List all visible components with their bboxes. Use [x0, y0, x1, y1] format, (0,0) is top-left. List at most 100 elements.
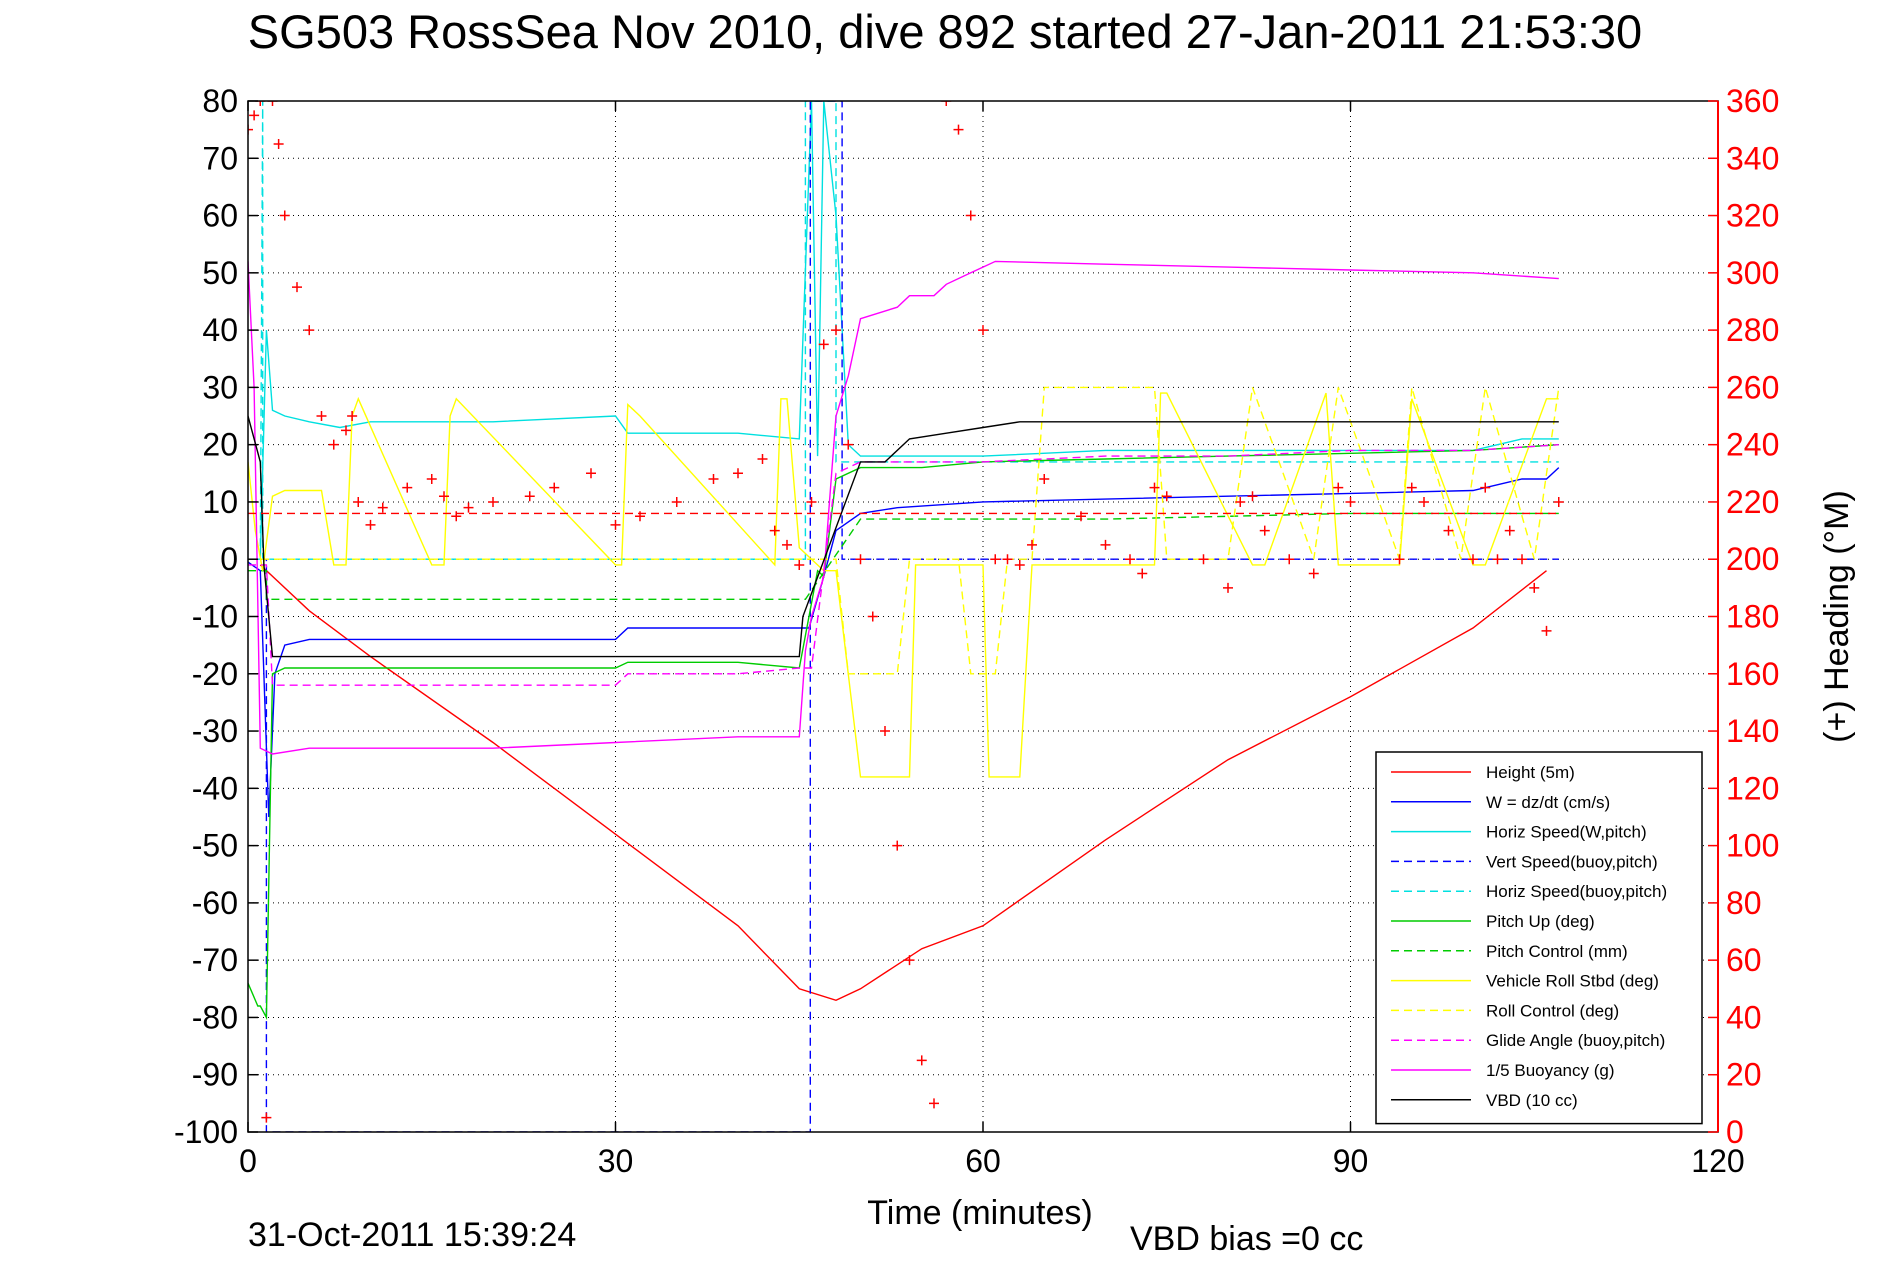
- heading-point: [255, 101, 266, 106]
- heading-point: [1443, 525, 1454, 536]
- series-group: [248, 101, 1564, 1132]
- heading-point: [292, 282, 302, 293]
- legend-box: [1375, 751, 1703, 1125]
- right-tick-label: 220: [1726, 484, 1779, 520]
- heading-point: [1247, 491, 1258, 502]
- heading-point: [1308, 568, 1319, 579]
- heading-point: [1492, 554, 1503, 565]
- legend-entry-label: 1/5 Buoyancy (g): [1486, 1061, 1615, 1080]
- x-tick-label: 0: [239, 1143, 257, 1179]
- heading-point: [769, 525, 780, 536]
- heading-point: [806, 496, 817, 507]
- y-tick-label: -50: [192, 828, 238, 864]
- right-tick-label: 300: [1726, 255, 1779, 291]
- legend-entry-label: Pitch Control (mm): [1486, 942, 1628, 961]
- heading-point: [1223, 582, 1233, 593]
- y-tick-label: -20: [192, 656, 238, 692]
- y-tick-label: 70: [202, 140, 238, 176]
- heading-point: [1137, 568, 1148, 579]
- heading-point: [1027, 539, 1037, 550]
- heading-point: [635, 511, 645, 522]
- heading-point: [1014, 559, 1025, 570]
- heading-point: [316, 411, 327, 422]
- heading-point: [880, 726, 890, 737]
- legend-entry-label: Height (5m): [1486, 763, 1575, 782]
- heading-point: [524, 491, 535, 502]
- y-tick-label: -10: [192, 599, 238, 635]
- y-tick-label: -40: [192, 770, 238, 806]
- heading-point: [463, 502, 474, 513]
- x-tick-label: 90: [1333, 1143, 1369, 1179]
- right-tick-label: 80: [1726, 885, 1762, 921]
- heading-point: [347, 411, 358, 422]
- heading-point: [978, 325, 988, 336]
- heading-point: [916, 1055, 927, 1066]
- heading-point: [353, 496, 364, 507]
- heading-point: [1125, 554, 1135, 565]
- series-layer: [248, 101, 1564, 1132]
- heading-point: [610, 519, 621, 530]
- heading-point: [439, 491, 449, 502]
- series-heading-m: [248, 101, 1564, 1123]
- y-tick-label: 40: [202, 312, 238, 348]
- heading-point: [341, 425, 351, 436]
- heading-point: [451, 511, 462, 522]
- right-tick-label: 40: [1726, 999, 1762, 1035]
- x-tick-label: 30: [598, 1143, 634, 1179]
- heading-point: [1333, 482, 1344, 493]
- heading-point: [818, 339, 829, 350]
- series-roll-control-deg: [248, 386, 1560, 675]
- heading-point: [1394, 554, 1405, 565]
- heading-point: [1345, 496, 1356, 507]
- heading-point: [671, 496, 682, 507]
- heading-point: [1541, 625, 1552, 636]
- y-tick-label: -30: [192, 713, 238, 749]
- heading-point: [965, 210, 976, 221]
- heading-point: [1149, 482, 1160, 493]
- heading-point: [1198, 554, 1209, 565]
- heading-point: [1002, 554, 1013, 565]
- heading-point: [1406, 482, 1417, 493]
- heading-point: [1504, 525, 1515, 536]
- right-tick-label: 320: [1726, 198, 1779, 234]
- right-tick-label: 100: [1726, 828, 1779, 864]
- right-tick-label: 160: [1726, 656, 1779, 692]
- heading-point: [1076, 511, 1086, 522]
- timestamp-label: 31-Oct-2011 15:39:24: [248, 1216, 576, 1254]
- series-vert-speed-buoy-pitch: [260, 101, 1559, 1132]
- heading-point: [855, 554, 866, 565]
- heading-point: [1161, 491, 1172, 502]
- heading-point: [867, 611, 878, 622]
- heading-point: [586, 468, 596, 479]
- right-tick-label: 340: [1726, 140, 1779, 176]
- heading-point: [1529, 582, 1540, 593]
- legend-entry-label: Horiz Speed(buoy,pitch): [1486, 882, 1667, 901]
- series-vehicle-roll-stbd-deg: [248, 392, 1559, 778]
- heading-point: [267, 101, 278, 106]
- chart-title: SG503 RossSea Nov 2010, dive 892 started…: [248, 5, 1642, 58]
- x-tick-label: 120: [1691, 1143, 1744, 1179]
- series-1-5-buoyancy-g: [248, 260, 1559, 755]
- y-tick-label: 60: [202, 198, 238, 234]
- heading-point: [1517, 554, 1527, 565]
- right-tick-label: 60: [1726, 942, 1762, 978]
- heading-point: [1480, 482, 1491, 493]
- series-pitch-up-deg: [248, 444, 1559, 1021]
- heading-point: [892, 840, 903, 851]
- legend-entry-label: Roll Control (deg): [1486, 1001, 1619, 1020]
- y-tick-label: -70: [192, 942, 238, 978]
- y-tick-label: 0: [220, 541, 238, 577]
- heading-point: [794, 559, 805, 570]
- y-tick-label: 50: [202, 255, 238, 291]
- heading-point: [1235, 496, 1246, 507]
- heading-point: [1259, 525, 1270, 536]
- series-vbd-10-cc: [248, 415, 1559, 658]
- heading-point: [990, 554, 1001, 565]
- y-tick-label: -60: [192, 885, 238, 921]
- series-glide-angle-buoy-pitch: [248, 444, 1559, 686]
- x-tick-label: 60: [965, 1143, 1001, 1179]
- series-height-5m: [259, 564, 1547, 1002]
- right-tick-label: 260: [1726, 369, 1779, 405]
